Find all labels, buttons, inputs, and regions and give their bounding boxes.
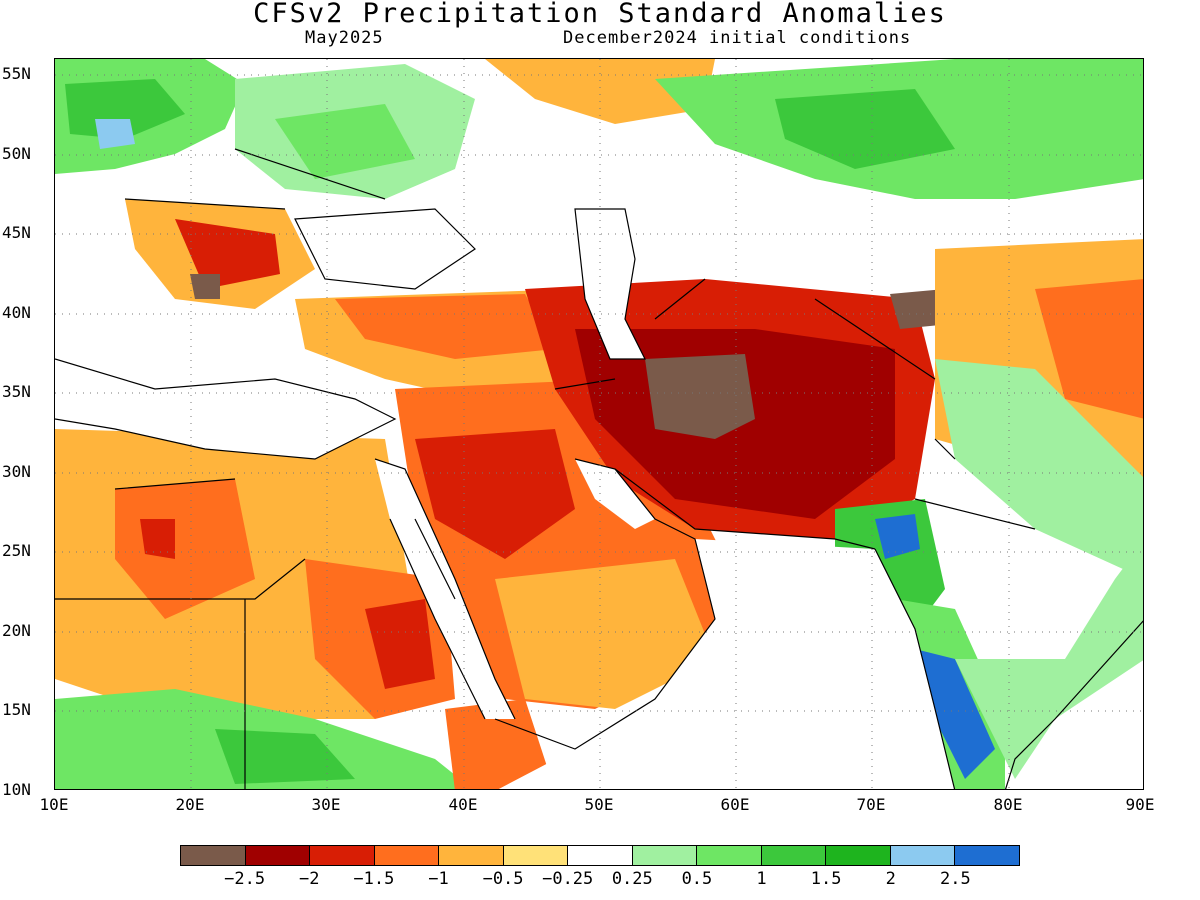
colorbar-swatch <box>245 846 311 865</box>
sea-black-sea <box>295 209 475 289</box>
colorbar-label: −0.25 <box>542 869 594 889</box>
colorbar-label: 2 <box>885 869 896 889</box>
anomaly-region-alps-blue <box>95 119 135 149</box>
coastline-arabia <box>494 458 716 750</box>
sea-persian-gulf <box>575 459 655 529</box>
sea-caspian <box>575 209 645 359</box>
anomaly-region-gujarat-wet-core <box>875 514 920 559</box>
anomaly-map <box>54 58 1144 790</box>
anomaly-region-balkans-dry-core <box>175 219 280 289</box>
y-tick-label: 45N <box>2 223 31 242</box>
colorbar-label: −1 <box>428 869 449 889</box>
colorbar-swatch <box>697 846 762 865</box>
anomaly-region-ethiopia-dry <box>445 699 555 789</box>
coastline-india <box>874 548 1143 789</box>
anomaly-region-ukraine-wet-core <box>275 104 415 179</box>
y-tick-label: 20N <box>2 621 31 640</box>
y-tick-label: 35N <box>2 382 31 401</box>
map-canvas <box>55 59 1143 789</box>
anomaly-region-chad-dry-core <box>115 479 255 619</box>
y-tick-label: 30N <box>2 462 31 481</box>
colorbar-swatch <box>632 846 698 865</box>
coastline-iran <box>614 468 876 550</box>
colorbar-label: −2 <box>298 869 320 889</box>
anomaly-region-sahel-wet-core <box>215 729 355 784</box>
colorbar-label: −1.5 <box>353 869 395 889</box>
colorbar-swatch <box>181 846 246 865</box>
x-tick-label: 60E <box>720 795 750 814</box>
anomaly-region-western-ghats-wet-core <box>915 649 995 779</box>
coastline-black-sea <box>294 208 476 290</box>
colorbar-swatch <box>503 846 569 865</box>
coastlines-and-borders <box>55 148 1143 789</box>
anomaly-region-iran-dry-peak <box>645 354 755 439</box>
border-lines <box>55 148 1036 789</box>
anomaly-region-chad-dry-peak <box>140 519 175 559</box>
colorbar-swatch <box>761 846 827 865</box>
colorbar-swatch <box>568 846 633 865</box>
colorbar-label: −0.5 <box>482 869 524 889</box>
colorbar-swatch <box>374 846 440 865</box>
anomaly-region-india-east-wet <box>955 541 1143 779</box>
x-tick-label: 80E <box>993 795 1023 814</box>
x-tick-label: 50E <box>584 795 614 814</box>
x-tick-label: 90E <box>1125 795 1155 814</box>
colorbar-label: 0.5 <box>681 869 713 889</box>
colorbar-swatch <box>310 846 375 865</box>
sea-arabian-sea <box>498 539 955 789</box>
anomaly-region-turkey-dry-core <box>335 294 555 359</box>
x-tick-label: 30E <box>311 795 341 814</box>
x-tick-label: 40E <box>448 795 478 814</box>
y-tick-label: 10N <box>2 780 31 799</box>
anomaly-region-tibet-wet <box>935 359 1143 579</box>
colorbar-swatch <box>955 846 1019 865</box>
sea-red-sea <box>375 459 515 719</box>
forecast-month: May2025 <box>305 28 384 48</box>
anomaly-region-balkans-dry-peak <box>190 274 220 299</box>
colorbar-label: 1.5 <box>810 869 842 889</box>
x-tick-label: 10E <box>39 795 69 814</box>
colorbar-label: 2.5 <box>940 869 971 889</box>
graticule <box>55 59 1143 789</box>
colorbar <box>180 845 1020 866</box>
y-tick-label: 15N <box>2 700 31 719</box>
x-tick-label: 20E <box>175 795 205 814</box>
colorbar-swatch <box>826 846 891 865</box>
colorbar-label: 1 <box>756 869 767 889</box>
anomaly-region-europe-wet-core <box>65 79 185 139</box>
anomaly-region-sudan-dry-core <box>365 599 435 689</box>
initial-conditions: December2024 initial conditions <box>563 28 912 48</box>
y-tick-label: 40N <box>2 303 31 322</box>
y-tick-label: 50N <box>2 144 31 163</box>
coastline-mediterranean <box>55 358 397 460</box>
x-tick-label: 70E <box>856 795 886 814</box>
colorbar-label: 0.25 <box>611 869 653 889</box>
anomaly-region-arabia-dry-edge <box>495 559 715 709</box>
anomaly-shading <box>55 59 1143 789</box>
chart-title: CFSv2 Precipitation Standard Anomalies <box>253 0 947 29</box>
colorbar-swatch <box>439 846 504 865</box>
y-tick-label: 55N <box>2 64 31 83</box>
colorbar-label: −2.5 <box>224 869 266 889</box>
colorbar-swatch <box>890 846 956 865</box>
anomaly-region-kazakh-wet-core <box>775 89 955 169</box>
y-tick-label: 25N <box>2 541 31 560</box>
coastline-caspian <box>574 208 646 360</box>
anomaly-region-western-china-dry-core <box>1035 279 1143 419</box>
anomaly-region-arabia-dry-core <box>415 429 575 559</box>
